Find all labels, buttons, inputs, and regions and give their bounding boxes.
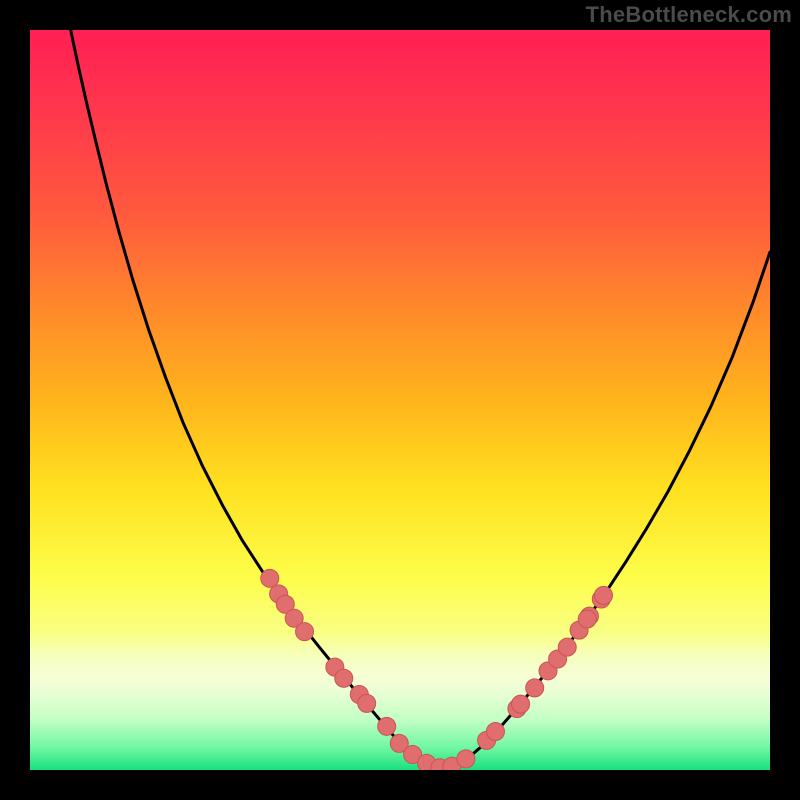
curve-marker <box>512 695 530 713</box>
curve-marker <box>578 610 596 628</box>
canvas: TheBottleneck.com <box>0 0 800 800</box>
curve-marker <box>296 623 314 641</box>
curve-marker <box>457 750 475 768</box>
curve-marker <box>526 679 544 697</box>
curve-marker <box>595 586 613 604</box>
glow-band <box>30 633 770 714</box>
chart-svg <box>30 30 770 770</box>
curve-marker <box>378 717 396 735</box>
curve-marker <box>358 694 376 712</box>
curve-marker <box>261 569 279 587</box>
curve-marker <box>558 638 576 656</box>
watermark-text: TheBottleneck.com <box>586 2 792 28</box>
curve-marker <box>335 669 353 687</box>
plot-area <box>30 30 770 770</box>
curve-marker <box>486 723 504 741</box>
